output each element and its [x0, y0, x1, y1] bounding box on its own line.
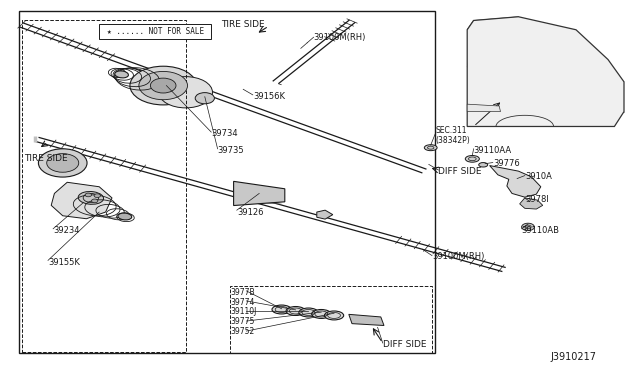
Polygon shape: [349, 314, 384, 326]
Text: 3977B: 3977B: [230, 288, 255, 296]
Text: ★ ...... NOT FOR SALE: ★ ...... NOT FOR SALE: [107, 27, 204, 36]
Polygon shape: [51, 182, 112, 219]
Text: TIRE SIDE: TIRE SIDE: [24, 154, 68, 163]
Bar: [22, 20, 186, 352]
Circle shape: [522, 223, 534, 231]
Ellipse shape: [286, 307, 305, 315]
Ellipse shape: [272, 305, 291, 314]
Circle shape: [130, 66, 196, 105]
Text: 39100M(RH): 39100M(RH): [432, 252, 484, 261]
Ellipse shape: [465, 155, 479, 162]
Text: 39752: 39752: [230, 327, 255, 336]
Circle shape: [47, 154, 79, 172]
Text: 3910A: 3910A: [525, 172, 552, 181]
Bar: [19, 11, 435, 353]
Text: DIFF SIDE: DIFF SIDE: [383, 340, 426, 349]
Bar: [458, 11, 630, 138]
Bar: [230, 286, 432, 353]
Text: TIRE SIDE: TIRE SIDE: [221, 20, 264, 29]
Text: 39100M(RH): 39100M(RH): [314, 33, 366, 42]
Text: J3910217: J3910217: [550, 352, 596, 362]
Ellipse shape: [424, 145, 437, 151]
Text: 39110AB: 39110AB: [522, 226, 559, 235]
Text: 39156K: 39156K: [253, 92, 285, 101]
Ellipse shape: [115, 71, 129, 78]
Ellipse shape: [312, 310, 331, 318]
Text: 39775: 39775: [230, 317, 255, 326]
Text: 39734: 39734: [211, 129, 238, 138]
Polygon shape: [317, 210, 333, 219]
Polygon shape: [490, 166, 541, 197]
Circle shape: [159, 77, 212, 108]
Circle shape: [92, 199, 98, 203]
Text: 39735: 39735: [218, 146, 244, 155]
Ellipse shape: [78, 192, 104, 204]
Polygon shape: [467, 104, 500, 112]
Circle shape: [38, 149, 87, 177]
Text: DIFF SIDE: DIFF SIDE: [438, 167, 482, 176]
Ellipse shape: [479, 163, 488, 167]
Text: 39110AA: 39110AA: [474, 146, 512, 155]
Text: 39110J: 39110J: [230, 307, 257, 316]
Ellipse shape: [324, 311, 344, 320]
Polygon shape: [467, 17, 624, 126]
Text: 39774: 39774: [230, 298, 255, 307]
Circle shape: [139, 71, 188, 100]
Circle shape: [94, 194, 100, 198]
Text: SEC.311
(38342P): SEC.311 (38342P): [435, 126, 470, 145]
Circle shape: [525, 225, 531, 229]
Ellipse shape: [118, 213, 132, 220]
Text: 39776: 39776: [493, 159, 520, 168]
Bar: [99, 24, 211, 39]
Text: 3978l: 3978l: [525, 195, 548, 203]
Circle shape: [195, 93, 214, 104]
Text: 39234: 39234: [53, 226, 79, 235]
Ellipse shape: [299, 308, 318, 317]
Circle shape: [85, 193, 92, 197]
Polygon shape: [234, 182, 285, 205]
Circle shape: [150, 78, 176, 93]
Polygon shape: [520, 198, 543, 209]
Text: 39155K: 39155K: [48, 258, 80, 267]
Text: 39126: 39126: [237, 208, 263, 217]
